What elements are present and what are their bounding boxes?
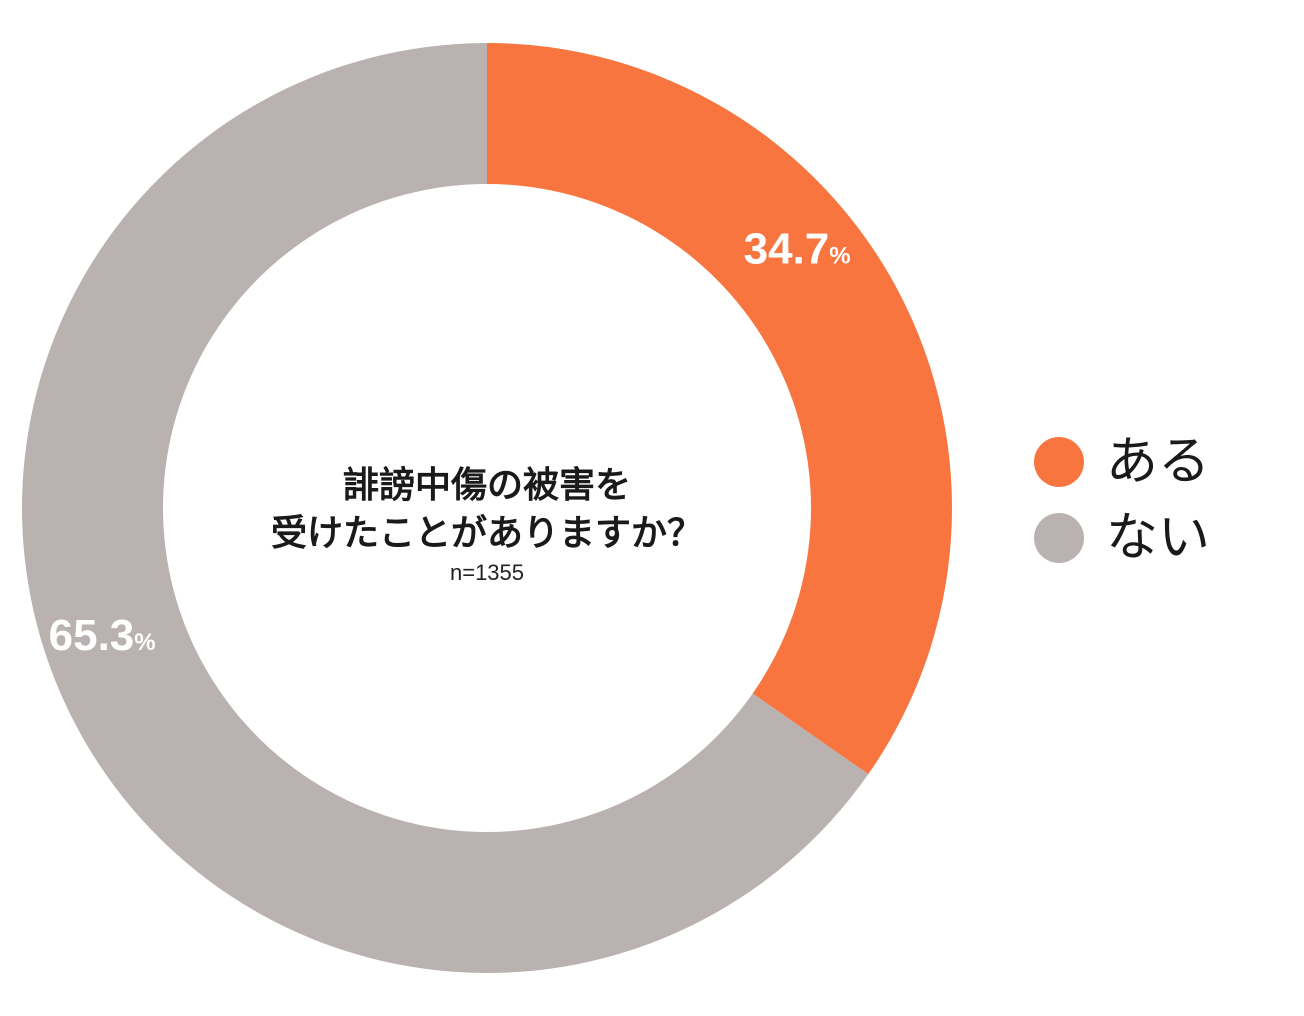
legend-swatch-nai (1034, 513, 1084, 563)
donut-slice-0 (487, 43, 953, 775)
legend-item-aru: ある (1034, 424, 1210, 500)
legend-label-aru: ある (1106, 432, 1211, 492)
slice-value-label-0: 34.7% (744, 224, 851, 273)
legend-swatch-aru (1034, 437, 1084, 487)
center-title-line-1: 誹謗中傷の被害を (343, 465, 631, 506)
legend: ある ない (1034, 424, 1210, 576)
legend-label-nai: ない (1106, 508, 1211, 568)
slice-value-unit-1: % (134, 629, 155, 656)
donut-slices (21, 43, 953, 973)
slice-value-label-1: 65.3% (49, 611, 156, 660)
sample-size-label: n=1355 (450, 560, 524, 585)
center-title-line-2: 受けたことがありますか？ (271, 513, 703, 554)
donut-slice-1 (21, 43, 869, 973)
slice-value-number-0: 34.7 (744, 224, 830, 273)
slice-value-number-1: 65.3 (49, 611, 135, 660)
legend-item-nai: ない (1034, 500, 1210, 576)
slice-labels: 34.7%65.3% (49, 224, 851, 660)
slice-value-unit-0: % (829, 242, 850, 269)
